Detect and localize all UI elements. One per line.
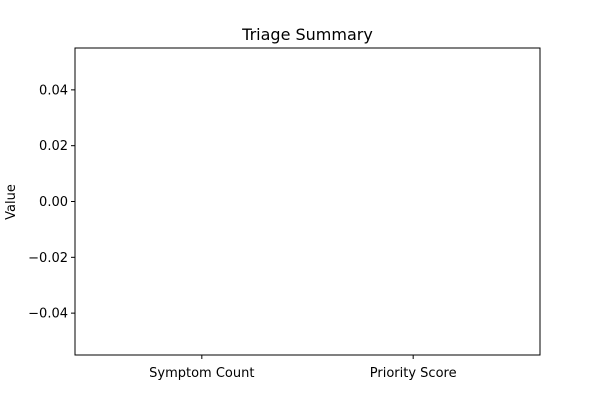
y-tick-label: 0.00	[39, 195, 68, 210]
x-tick-label: Symptom Count	[149, 366, 254, 381]
y-axis-label: Value	[4, 184, 19, 220]
x-tick-label: Priority Score	[370, 366, 457, 381]
y-axis-ticks: 0.04 0.02 0.00 −0.02 −0.04	[28, 83, 75, 322]
y-tick-label: −0.04	[28, 307, 68, 322]
y-tick-label: 0.02	[39, 139, 68, 154]
x-axis-ticks: Symptom Count Priority Score	[149, 355, 457, 381]
y-tick-label: 0.04	[39, 83, 68, 98]
y-tick-label: −0.02	[28, 251, 68, 266]
chart-title: Triage Summary	[241, 25, 373, 44]
